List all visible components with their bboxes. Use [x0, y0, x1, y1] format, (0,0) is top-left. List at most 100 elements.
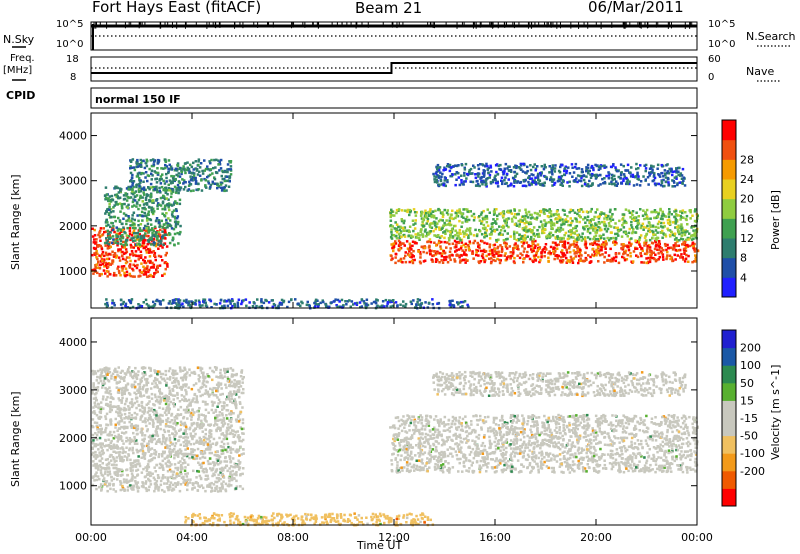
data-pixel [462, 300, 465, 304]
data-pixel [196, 469, 199, 473]
data-pixel [439, 179, 443, 183]
data-pixel [509, 235, 512, 238]
data-pixel [164, 423, 168, 426]
data-pixel [693, 210, 697, 213]
data-pixel [130, 220, 133, 223]
data-pixel [505, 181, 508, 185]
data-pixel [694, 208, 697, 211]
data-pixel [526, 169, 529, 173]
data-pixel [171, 215, 174, 218]
data-pixel [577, 233, 581, 237]
data-pixel [643, 241, 646, 245]
data-pixel [112, 253, 115, 257]
data-pixel [177, 303, 180, 307]
data-pixel [411, 254, 414, 257]
data-pixel [646, 261, 650, 265]
data-pixel [586, 163, 590, 167]
data-pixel [609, 260, 612, 263]
data-pixel [152, 266, 155, 269]
data-pixel [665, 171, 669, 175]
data-pixel [232, 429, 235, 433]
data-pixel [527, 180, 530, 184]
data-pixel [192, 178, 195, 181]
data-pixel [414, 233, 417, 236]
data-pixel [646, 251, 649, 254]
data-pixel [131, 173, 134, 177]
data-pixel [574, 162, 578, 166]
data-pixel [422, 250, 425, 254]
data-pixel [449, 303, 453, 307]
data-pixel [480, 220, 484, 223]
data-pixel [594, 211, 597, 214]
data-pixel [536, 172, 540, 176]
data-pixel [205, 469, 208, 472]
data-pixel [456, 301, 459, 304]
data-pixel [664, 180, 668, 184]
data-pixel [395, 223, 399, 226]
data-pixel [110, 221, 113, 225]
data-pixel [111, 198, 115, 202]
data-pixel [680, 223, 683, 226]
data-pixel [426, 217, 430, 221]
data-pixel [674, 219, 678, 223]
data-pixel [157, 221, 161, 224]
data-pixel [556, 180, 560, 183]
data-pixel [458, 256, 461, 259]
data-pixel [614, 236, 618, 240]
data-pixel [132, 263, 135, 267]
data-pixel [212, 166, 215, 170]
data-pixel [206, 168, 210, 171]
data-pixel [137, 224, 140, 227]
data-pixel [395, 227, 398, 230]
data-pixel [109, 225, 112, 229]
data-pixel [391, 246, 394, 250]
data-pixel [93, 270, 97, 273]
data-pixel [535, 218, 538, 221]
data-pixel [681, 243, 684, 246]
data-pixel [173, 169, 177, 172]
data-pixel [167, 302, 171, 305]
data-pixel [119, 230, 122, 234]
data-pixel [667, 228, 670, 232]
data-pixel [522, 250, 526, 253]
data-pixel [669, 220, 672, 223]
data-pixel [596, 229, 599, 232]
data-pixel [614, 232, 617, 236]
data-pixel [682, 179, 685, 182]
data-pixel [107, 212, 111, 215]
data-pixel [121, 302, 124, 306]
data-pixel [236, 435, 240, 439]
data-pixel [129, 484, 132, 487]
data-pixel [438, 236, 442, 239]
data-pixel [672, 246, 675, 250]
data-pixel [603, 166, 606, 169]
data-pixel [191, 453, 194, 457]
data-pixel [521, 184, 525, 188]
data-pixel [272, 302, 276, 306]
data-pixel [495, 252, 498, 255]
data-pixel [149, 186, 153, 189]
data-pixel [458, 301, 461, 304]
data-pixel [674, 248, 678, 252]
data-pixel [428, 238, 432, 241]
data-pixel [132, 254, 135, 257]
data-pixel [111, 235, 115, 238]
data-pixel [103, 254, 106, 258]
data-pixel [229, 400, 232, 403]
data-pixel [390, 228, 393, 231]
data-pixel [111, 299, 114, 302]
data-pixel [446, 229, 449, 233]
data-pixel [479, 213, 483, 216]
data-pixel [184, 162, 187, 165]
data-pixel [154, 442, 158, 445]
data-pixel [163, 205, 167, 209]
data-pixel [144, 229, 148, 233]
data-pixel [613, 184, 617, 187]
data-pixel [540, 165, 544, 168]
data-pixel [554, 241, 557, 245]
data-pixel [601, 177, 604, 181]
data-pixel [410, 260, 414, 263]
data-pixel [156, 420, 160, 424]
data-pixel [569, 224, 572, 227]
data-pixel [108, 263, 112, 266]
